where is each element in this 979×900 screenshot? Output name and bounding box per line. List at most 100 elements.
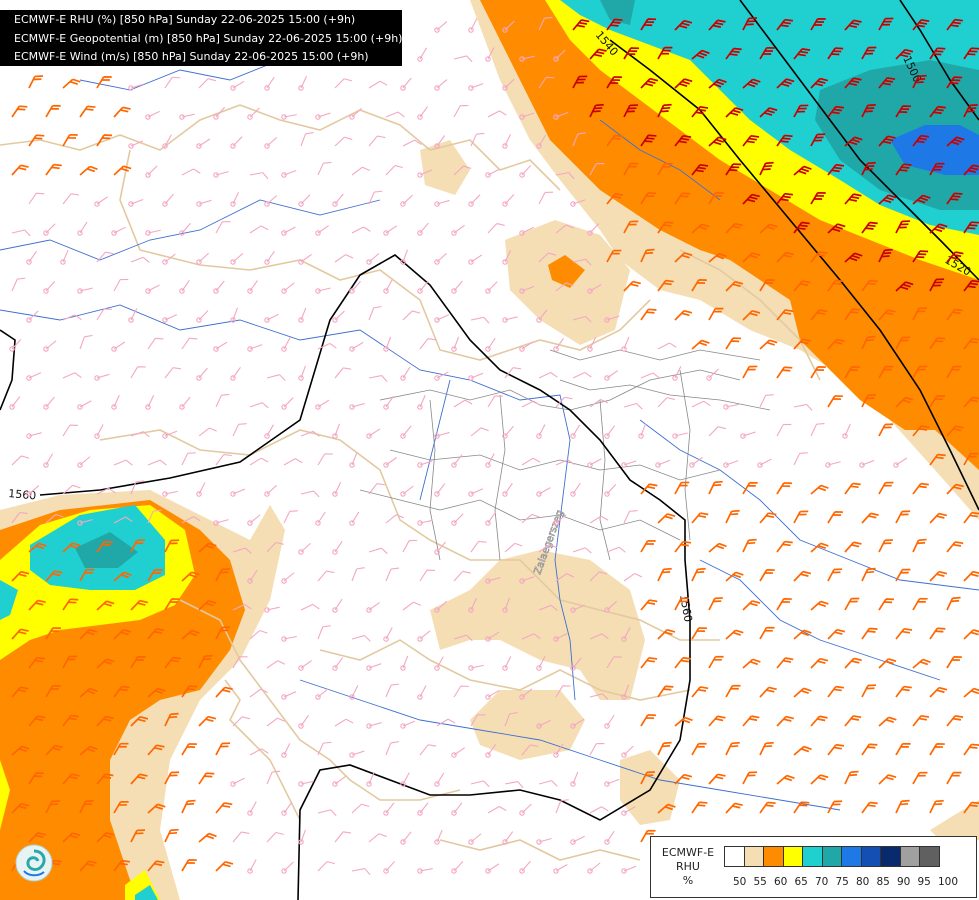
wind-barb xyxy=(317,741,332,756)
wind-barb xyxy=(230,307,238,323)
wind-calm-circle xyxy=(434,781,440,787)
wind-barb xyxy=(912,425,930,437)
wind-barb-staff xyxy=(742,309,761,321)
wind-calm-circle xyxy=(553,636,559,642)
wind-barb-staff xyxy=(79,105,96,118)
wind-barb xyxy=(589,743,605,756)
wind-barb-staff xyxy=(946,76,963,89)
wind-barb xyxy=(810,17,826,31)
wind-barb xyxy=(589,103,604,118)
wind-calm-circle xyxy=(162,259,168,265)
wind-calm-circle xyxy=(570,665,576,671)
wind-barb xyxy=(570,718,585,729)
wind-calm-circle xyxy=(434,143,440,149)
wind-barb xyxy=(793,801,810,814)
wind-barb xyxy=(604,778,620,787)
wind-barb-staff xyxy=(640,248,655,263)
wind-barb xyxy=(793,629,812,640)
wind-barb xyxy=(266,717,285,727)
wind-barb xyxy=(723,460,739,468)
wind-barb xyxy=(417,519,433,526)
wind-barb-staff xyxy=(793,570,812,582)
wind-barb-staff xyxy=(334,367,352,379)
wind-calm-circle xyxy=(434,839,440,845)
wind-barb-staff xyxy=(249,225,269,234)
wind-barb xyxy=(878,77,896,89)
wind-barb xyxy=(485,863,500,874)
wind-barb xyxy=(232,656,248,669)
wind-barb-staff xyxy=(759,569,775,582)
wind-barb-staff xyxy=(266,660,286,669)
wind-barb xyxy=(334,78,353,89)
wind-barb xyxy=(521,457,541,466)
wind-barb-staff xyxy=(589,693,609,701)
legend-swatch xyxy=(899,846,920,867)
wind-barb xyxy=(436,718,456,727)
wind-barb xyxy=(111,226,126,236)
wind-barb xyxy=(861,743,878,756)
wind-barb xyxy=(810,366,826,379)
wind-barb xyxy=(844,482,861,495)
wind-barb-staff xyxy=(623,402,643,410)
wind-calm-circle xyxy=(94,375,100,381)
wind-barb-staff xyxy=(963,221,979,234)
wind-barb-staff xyxy=(79,334,93,350)
wind-barb xyxy=(130,715,149,727)
wind-barb xyxy=(640,599,658,611)
wind-barb xyxy=(553,743,564,758)
wind-barb-staff xyxy=(453,105,469,118)
wind-barb xyxy=(9,396,21,410)
wind-barb xyxy=(334,136,353,147)
wind-barb-staff xyxy=(181,516,201,524)
wind-barb-staff xyxy=(96,76,112,89)
rhu-zone-sc xyxy=(430,550,645,700)
wind-barb xyxy=(298,715,309,729)
wind-barb-staff xyxy=(946,483,964,495)
wind-calm-circle xyxy=(417,520,423,526)
wind-barb xyxy=(434,135,446,149)
wind-barb-staff xyxy=(402,310,421,321)
wind-barb-staff xyxy=(453,165,472,176)
wind-barb xyxy=(759,107,778,118)
wind-barb-staff xyxy=(708,597,723,611)
wind-barb-staff xyxy=(878,194,897,205)
wind-calm-circle xyxy=(400,375,406,381)
wind-barb xyxy=(793,48,811,60)
wind-barb-staff xyxy=(640,483,658,495)
wind-barb-staff xyxy=(96,134,113,147)
wind-barb xyxy=(691,686,709,698)
wind-barb xyxy=(147,687,166,698)
wind-barb xyxy=(96,251,114,263)
wind-barb xyxy=(708,480,723,495)
wind-barb xyxy=(861,104,876,118)
wind-barb xyxy=(487,806,507,814)
wind-barb xyxy=(417,394,426,410)
wind-barb xyxy=(623,47,639,60)
wind-barb-staff xyxy=(198,78,216,89)
wind-barb xyxy=(946,715,964,727)
wind-barb xyxy=(181,452,196,466)
wind-barb xyxy=(130,480,144,495)
wind-barb xyxy=(130,256,150,263)
wind-barb xyxy=(419,569,436,582)
wind-calm-circle xyxy=(230,201,236,207)
wind-barb-staff xyxy=(147,803,166,814)
wind-barb-staff xyxy=(963,452,979,466)
wind-barb-staff xyxy=(572,315,592,323)
wind-calm-circle xyxy=(417,462,423,468)
wind-barb xyxy=(249,688,269,698)
wind-calm-circle xyxy=(468,491,474,497)
wind-barb xyxy=(725,684,741,698)
wind-barb-staff xyxy=(861,221,878,234)
wind-calm-circle xyxy=(179,288,185,294)
wind-barb xyxy=(589,48,607,60)
wind-calm-circle xyxy=(383,636,389,642)
wind-barb-staff xyxy=(793,510,809,524)
wind-calm-circle xyxy=(145,114,151,120)
wind-barb xyxy=(468,833,482,845)
wind-barb xyxy=(26,310,39,323)
wind-barb xyxy=(691,279,707,292)
wind-calm-circle xyxy=(536,839,542,845)
wind-barb-staff xyxy=(827,743,845,756)
wind-barb xyxy=(640,771,655,785)
